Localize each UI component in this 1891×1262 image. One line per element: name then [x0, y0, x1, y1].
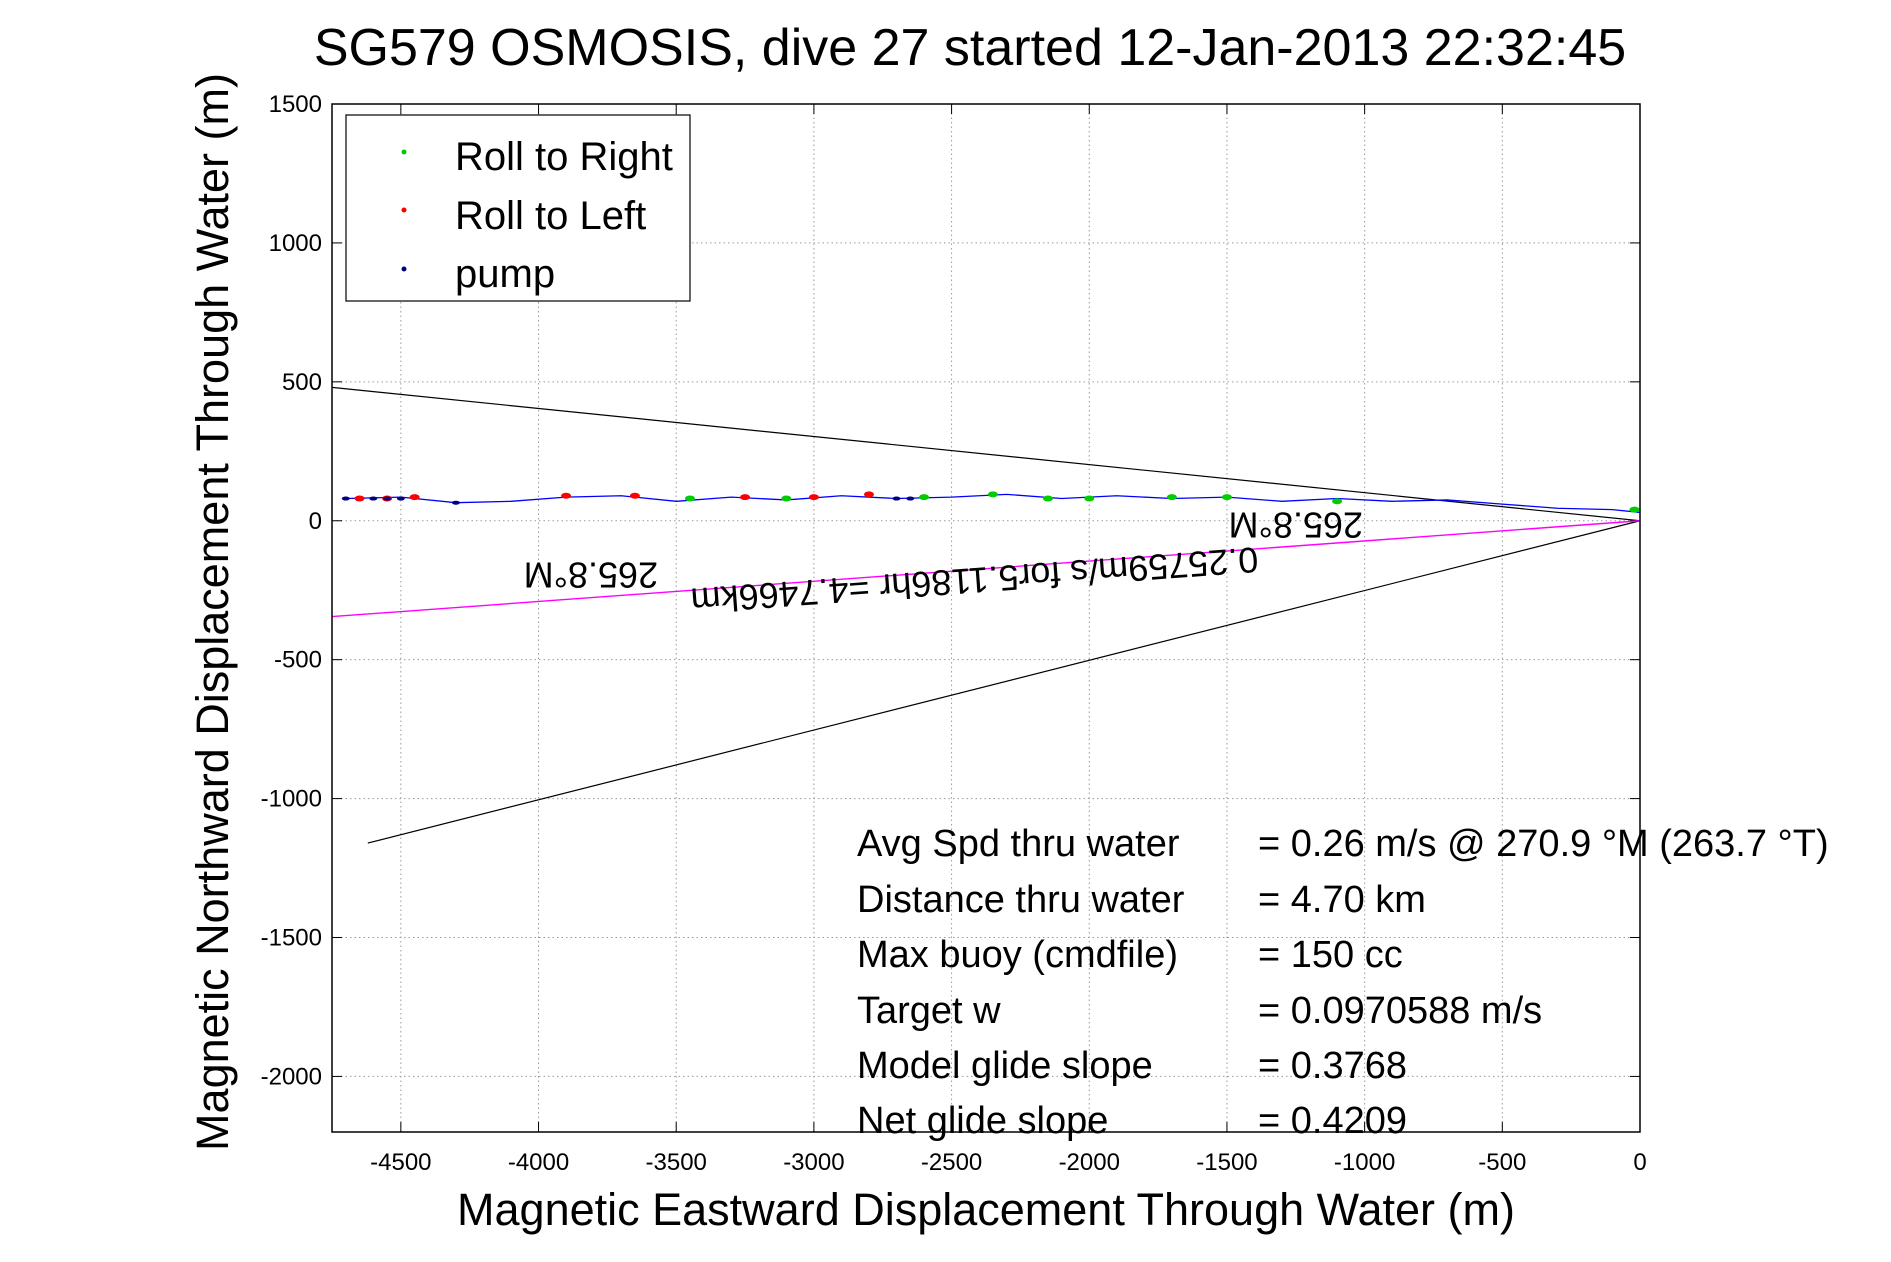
legend-label-roll-left: Roll to Left [455, 194, 646, 238]
annotation-label: 265.8°M [524, 554, 658, 595]
y-axis-label: Magnetic Northward Displacement Through … [187, 73, 238, 1151]
legend-marker-roll-left [401, 207, 407, 213]
pump-point [369, 496, 378, 501]
roll-right-point [919, 494, 930, 501]
legend-label-pump: pump [455, 252, 555, 296]
roll-left-point [808, 494, 819, 501]
roll-right-point [1332, 498, 1343, 505]
x-tick-label: -1500 [1196, 1149, 1257, 1176]
stat-value-max-buoy: = 150 cc [1258, 934, 1403, 976]
x-tick-label: -3000 [783, 1149, 844, 1176]
legend-marker-roll-right [401, 149, 407, 155]
roll-left-point [740, 494, 751, 501]
y-tick-label: 0 [309, 508, 322, 535]
legend-marker-pump [401, 266, 407, 272]
pump-point [892, 496, 901, 501]
stat-label-net-glide: Net glide slope [857, 1100, 1108, 1142]
plot-frame [331, 103, 1641, 1133]
legend: Roll to Right Roll to Left pump [345, 114, 691, 302]
stat-value-distance: = 4.70 km [1258, 879, 1426, 921]
stat-label-avg-speed: Avg Spd thru water [857, 823, 1180, 865]
roll-right-point [781, 495, 792, 502]
pump-point [906, 496, 915, 501]
roll-left-point [863, 491, 874, 498]
roll-right-point [1042, 495, 1053, 502]
bound-line [331, 386, 1641, 522]
x-tick-label: 0 [1633, 1149, 1646, 1176]
stat-value-model-glide: = 0.3768 [1258, 1045, 1407, 1087]
y-tick-label: -2000 [261, 1063, 322, 1090]
roll-right-point [987, 491, 998, 498]
roll-left-point [354, 495, 365, 502]
roll-left-point [561, 492, 572, 499]
stat-label-model-glide: Model glide slope [857, 1045, 1153, 1087]
y-axis-ticks: 1500 1000 500 0 -500 -1000 -1500 -2000 [261, 91, 1640, 1090]
roll-left-point [409, 494, 420, 501]
pump-point [451, 500, 460, 505]
stats-block: Avg Spd thru water = 0.26 m/s @ 270.9 °M… [857, 823, 1829, 1142]
pump-point [341, 496, 350, 501]
y-tick-label: 1000 [269, 230, 322, 257]
stat-value-net-glide: = 0.4209 [1258, 1100, 1407, 1142]
roll-right-point [1221, 494, 1232, 501]
annotation-label: 265.8°M [1229, 504, 1363, 545]
roll-right-point [1084, 495, 1095, 502]
x-tick-label: -4500 [370, 1149, 431, 1176]
stat-label-distance: Distance thru water [857, 879, 1185, 921]
pump-point [396, 496, 405, 501]
chart-title: SG579 OSMOSIS, dive 27 started 12-Jan-20… [314, 19, 1626, 77]
legend-label-roll-right: Roll to Right [455, 135, 673, 179]
stat-label-max-buoy: Max buoy (cmdfile) [857, 934, 1178, 976]
x-tick-label: -2500 [921, 1149, 982, 1176]
roll-right-point [1629, 506, 1640, 513]
stat-value-avg-speed: = 0.26 m/s @ 270.9 °M (263.7 °T) [1258, 823, 1829, 865]
x-tick-label: -3500 [646, 1149, 707, 1176]
stat-value-target-w: = 0.0970588 m/s [1258, 990, 1542, 1032]
y-tick-label: -500 [274, 647, 322, 674]
x-tick-label: -1000 [1334, 1149, 1395, 1176]
bound-line [367, 520, 1641, 844]
y-tick-label: -1000 [261, 786, 322, 813]
y-tick-label: 500 [282, 369, 322, 396]
reference-lines [331, 386, 1641, 844]
heading-line [331, 520, 1641, 618]
stat-label-target-w: Target w [857, 990, 1001, 1032]
roll-right-point [1166, 494, 1177, 501]
x-axis-label: Magnetic Eastward Displacement Through W… [457, 1184, 1515, 1235]
y-tick-label: -1500 [261, 925, 322, 952]
roll-right-point [684, 495, 695, 502]
x-tick-label: -4000 [508, 1149, 569, 1176]
x-tick-label: -2000 [1059, 1149, 1120, 1176]
markers-group [341, 491, 1640, 513]
roll-left-point [629, 492, 640, 499]
pump-point [383, 496, 392, 501]
y-tick-label: 1500 [269, 91, 322, 118]
x-axis-ticks: -4500 -4000 -3500 -3000 -2500 -2000 -1500 -1000… [370, 104, 1647, 1176]
x-tick-label: -500 [1478, 1149, 1526, 1176]
